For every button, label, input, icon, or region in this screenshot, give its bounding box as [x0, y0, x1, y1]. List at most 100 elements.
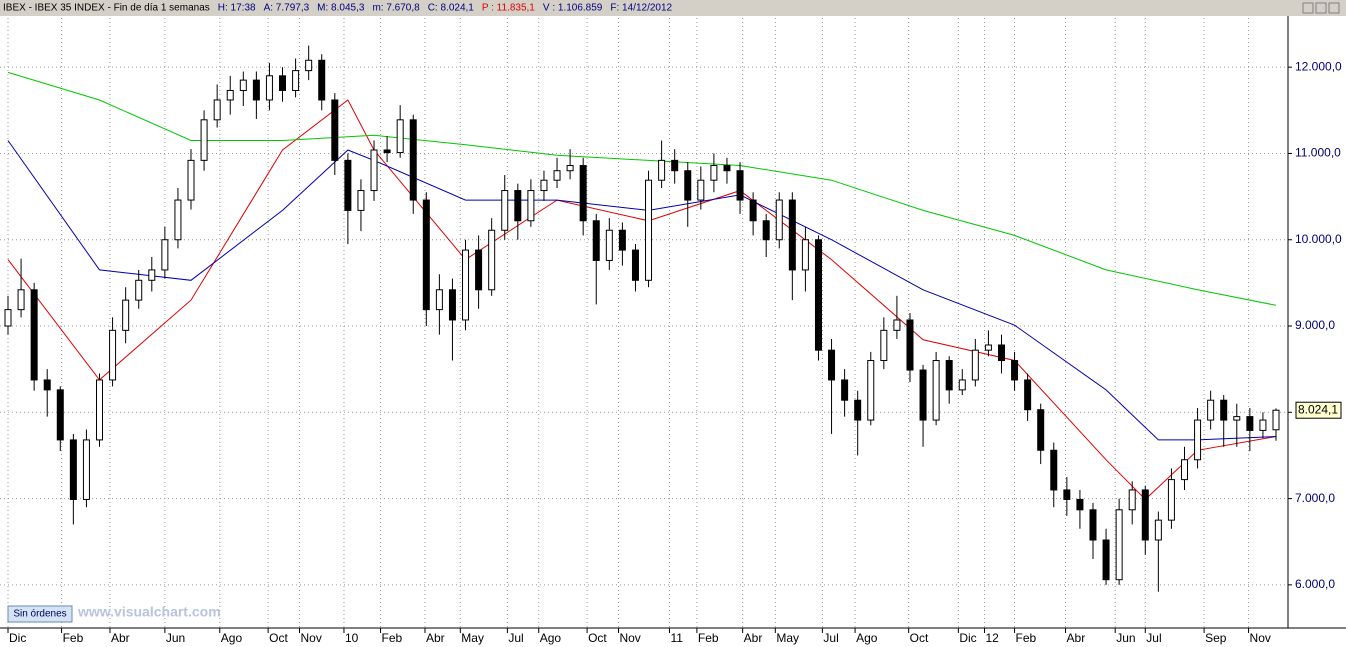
candle-body — [566, 165, 574, 172]
x-tick-label: Nov — [1250, 631, 1271, 645]
candle-body — [841, 379, 849, 401]
x-tick-label: Jul — [823, 631, 838, 645]
moving-average-line — [7, 71, 1277, 306]
candle-body — [1259, 419, 1267, 431]
candle-body — [958, 379, 966, 391]
candle-body — [997, 344, 1005, 362]
watermark: www.visualchart.com — [77, 604, 221, 620]
candle-body — [645, 179, 653, 281]
candle-body — [43, 379, 51, 391]
candle-body — [1207, 399, 1215, 421]
candle-body — [736, 170, 744, 201]
candle-body — [435, 289, 443, 311]
window-buttons[interactable] — [1302, 2, 1340, 14]
x-tick-label: Jul — [1146, 631, 1161, 645]
candle-body — [658, 159, 666, 181]
candle-body — [1233, 416, 1241, 421]
candle-body — [383, 149, 391, 154]
candle-body — [1180, 459, 1188, 481]
candle-body — [749, 199, 757, 222]
candle-body — [56, 389, 64, 441]
candle-body — [409, 119, 417, 201]
candle-body — [893, 319, 901, 331]
candle-body — [292, 70, 300, 91]
candle-body — [82, 439, 90, 500]
x-tick-label: 11 — [670, 631, 683, 645]
candle-body — [540, 179, 548, 192]
candle-body — [396, 119, 404, 154]
x-tick-label: Jun — [1116, 631, 1135, 645]
candle-body — [801, 239, 809, 271]
candle-body — [945, 360, 953, 391]
candle-body — [305, 59, 313, 72]
x-tick-label: Feb — [63, 631, 84, 645]
minimize-button[interactable] — [1302, 2, 1314, 14]
candle-body — [1024, 379, 1032, 411]
candle-body — [135, 279, 143, 301]
header-field: F: 14/12/2012 — [610, 3, 672, 14]
candle-body — [1076, 498, 1084, 511]
x-tick-label: 10 — [345, 631, 359, 645]
x-tick-label: Feb — [1016, 631, 1037, 645]
candle-body — [971, 349, 979, 381]
header-field: P : 11.835,1 — [482, 3, 535, 14]
candle-body — [1246, 416, 1254, 431]
candle-body — [200, 119, 208, 161]
candle-body — [448, 289, 456, 321]
y-tick-label: 12.000,0 — [1295, 59, 1342, 73]
x-tick-label: Abr — [744, 631, 763, 645]
candle-body — [226, 89, 234, 101]
x-tick-label: Ago — [221, 631, 243, 645]
candle-body — [919, 369, 927, 421]
x-tick-label: Feb — [698, 631, 719, 645]
candle-body — [187, 159, 195, 201]
x-tick-label: Abr — [426, 631, 445, 645]
candle-body — [932, 360, 940, 421]
candle-body — [1154, 519, 1162, 541]
header-field: C: 8.024,1 — [428, 3, 475, 14]
candle-body — [318, 59, 326, 101]
x-tick-label: Dic — [959, 631, 976, 645]
candle-body — [174, 199, 182, 241]
y-tick-label: 9.000,0 — [1295, 318, 1335, 332]
x-tick-label: 12 — [985, 631, 999, 645]
close-button[interactable] — [1328, 2, 1340, 14]
candle-body — [592, 220, 600, 261]
orders-button-label[interactable]: Sin órdenes — [13, 609, 66, 620]
candle-body — [1194, 419, 1202, 461]
x-tick-label: Nov — [301, 631, 322, 645]
orders-button[interactable] — [7, 605, 73, 623]
y-tick-label: 10.000,0 — [1295, 232, 1342, 246]
candle-body — [239, 79, 247, 91]
candle-body — [1115, 509, 1123, 581]
x-tick-label: Nov — [619, 631, 640, 645]
candle-body — [96, 379, 104, 441]
candle-body — [462, 249, 470, 321]
candle-body — [880, 329, 888, 362]
x-tick-label: May — [461, 631, 484, 645]
candle-body — [906, 319, 914, 371]
x-tick-label: Jun — [166, 631, 185, 645]
candle-body — [1089, 509, 1097, 541]
candle-body — [1037, 409, 1045, 451]
candle-body — [775, 199, 783, 241]
candle-body — [213, 99, 221, 121]
candle-body — [501, 190, 509, 231]
candle-body — [697, 179, 705, 201]
candle-body — [631, 249, 639, 281]
candle-body — [1220, 399, 1228, 421]
header-bar — [0, 0, 1346, 16]
candle-body — [723, 165, 731, 172]
x-tick-label: Oct — [269, 631, 288, 645]
candle-body — [1050, 449, 1058, 491]
maximize-button[interactable] — [1315, 2, 1327, 14]
candle-body — [475, 249, 483, 291]
candle-body — [618, 229, 626, 251]
x-tick-label: Ago — [540, 631, 562, 645]
x-tick-label: Ago — [856, 631, 878, 645]
last-price-label: 8.024,1 — [1298, 402, 1338, 416]
x-tick-label: Abr — [111, 631, 130, 645]
candle-body — [4, 309, 12, 327]
